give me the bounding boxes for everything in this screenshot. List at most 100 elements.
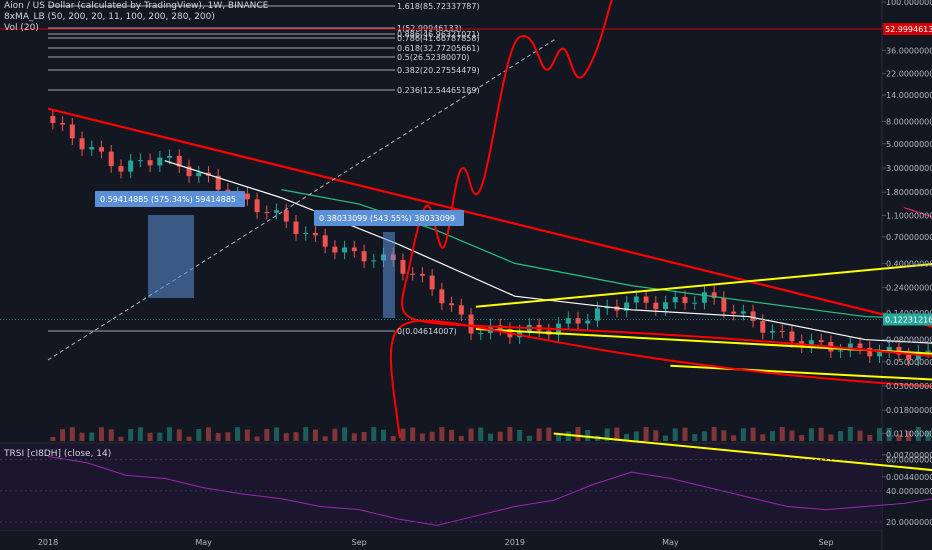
volume-bar — [896, 434, 902, 441]
volume-bar — [449, 429, 455, 441]
candle-body — [585, 320, 591, 324]
candle-body — [167, 155, 173, 158]
candle-body — [760, 320, 766, 333]
volume-bar — [838, 431, 844, 441]
measure-label: 0.38033099 (543.55%) 38033099 — [319, 214, 455, 223]
volume-bar — [98, 427, 104, 441]
volume-bar — [692, 434, 698, 441]
candle-body — [98, 147, 104, 152]
measure-tag — [314, 210, 464, 226]
volume-bar — [886, 427, 892, 441]
volume-bar — [925, 430, 931, 441]
candle-body — [264, 212, 270, 214]
candle-body — [157, 157, 163, 166]
candle-body — [594, 308, 600, 321]
candle-body — [643, 296, 649, 303]
candle-body — [60, 122, 66, 125]
volume-bar — [770, 431, 776, 441]
candle-body — [176, 155, 182, 167]
candle-body — [896, 346, 902, 355]
y-tick-label: 0.01800000 — [886, 406, 932, 415]
candle-body — [682, 297, 688, 304]
x-tick-label: May — [195, 538, 212, 547]
volume-bar — [760, 434, 766, 441]
candle-body — [740, 311, 746, 314]
volume-bar — [906, 430, 912, 441]
rsi-trend-line — [553, 432, 932, 472]
symbol-legend[interactable]: Aion / US Dollar (calculated by TradingV… — [4, 1, 269, 11]
candle-body — [692, 302, 698, 304]
volume-bar — [322, 436, 328, 441]
trsi-legend[interactable]: TRSI [cI8DH] (close, 14) — [4, 449, 112, 459]
volume-bar — [371, 427, 377, 441]
y-tick-label: 3.00000000 — [886, 164, 932, 173]
volume-bar — [283, 433, 289, 441]
y-tick-label: 0.00440000 — [886, 473, 932, 482]
y-tick-label: 14.00000000 — [886, 91, 932, 100]
rsi-tick-label: 20.00000000 — [886, 518, 932, 527]
volume-bar — [439, 427, 445, 441]
upper-channel-line — [475, 263, 932, 308]
last-price-label: 0.12231216 — [885, 315, 932, 324]
candle-body — [137, 160, 143, 162]
candle-body — [449, 303, 455, 306]
volume-bar — [614, 427, 620, 441]
volume-bar — [254, 436, 260, 441]
candle-body — [303, 232, 309, 234]
y-tick-label: 1.80000000 — [886, 188, 932, 197]
volume-bar — [789, 430, 795, 441]
volume-bar — [799, 435, 805, 441]
volume-bar — [79, 432, 85, 441]
volume-bar — [137, 427, 143, 441]
volume-bar — [50, 437, 56, 441]
candle-body — [779, 330, 785, 332]
x-tick-label: 2018 — [38, 538, 58, 547]
x-tick-label: Sep — [352, 538, 367, 547]
candle-body — [818, 340, 824, 343]
candle-body — [429, 275, 435, 290]
volume-bar — [847, 427, 853, 441]
fib-level-label: 1.618(85.72337787) — [397, 2, 480, 11]
candle-body — [458, 305, 464, 315]
volume-bar — [682, 427, 688, 441]
candle-body — [750, 311, 756, 321]
volume-bar — [312, 429, 318, 441]
volume-bar — [672, 428, 678, 441]
volume-bar — [390, 436, 396, 441]
candle-body — [468, 314, 474, 334]
volume-bar — [721, 430, 727, 441]
y-tick-label: 0.70000000 — [886, 233, 932, 242]
volume-bar — [663, 435, 669, 441]
candle-body — [876, 351, 882, 357]
volume-bar — [828, 434, 834, 441]
candle-body — [575, 318, 581, 324]
volume-bar — [487, 433, 493, 441]
volume-bar — [69, 427, 75, 441]
y-tick-label: 8.00000000 — [886, 118, 932, 127]
volume-bar — [176, 429, 182, 441]
candle-body — [293, 221, 299, 234]
volume-bar — [857, 430, 863, 441]
candle-body — [215, 175, 221, 190]
y-tick-label: 0.24000000 — [886, 284, 932, 293]
ma-legend[interactable]: 8xMA_LB (50, 200, 20, 11, 100, 200, 280,… — [4, 12, 215, 22]
y-tick-label: 5.00000000 — [886, 140, 932, 149]
candle-body — [351, 247, 357, 252]
volume-bar — [351, 433, 357, 441]
y-tick-label: 1.10000000 — [886, 211, 932, 220]
candle-body — [838, 350, 844, 352]
volume-bar — [419, 433, 425, 441]
volume-bar — [303, 427, 309, 441]
candle-body — [439, 289, 445, 304]
volume-bar — [468, 428, 474, 441]
volume-bar — [750, 427, 756, 441]
candle-body — [565, 318, 571, 324]
candle-body — [867, 347, 873, 357]
x-tick-label: 2019 — [505, 538, 525, 547]
volume-bar — [410, 427, 416, 441]
candle-body — [410, 273, 416, 275]
candle-body — [672, 297, 678, 303]
volume-legend[interactable]: Vol (20) — [4, 23, 39, 33]
fib-level-label: 0.236(12.54465189) — [397, 86, 480, 95]
